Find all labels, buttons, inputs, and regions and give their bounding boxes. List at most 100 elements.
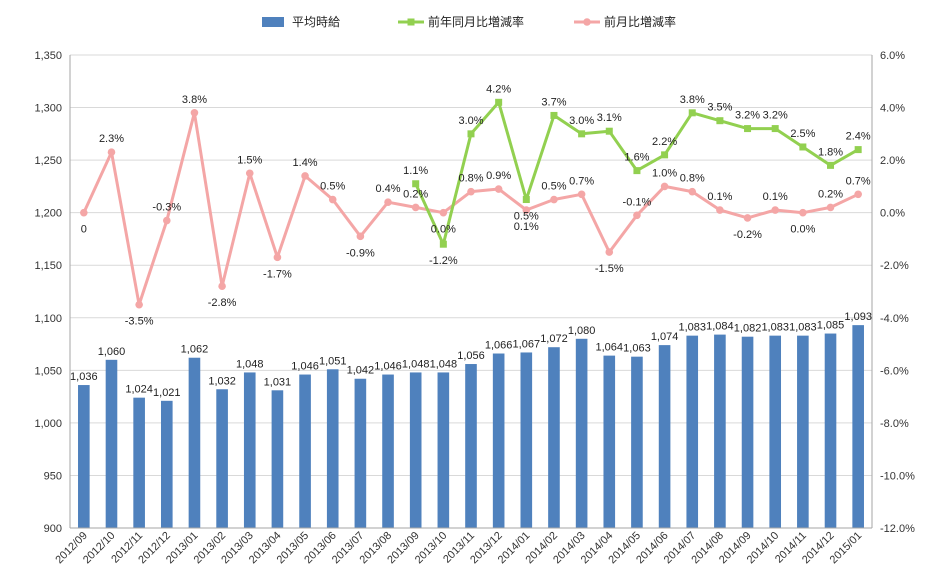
bar [797,335,809,528]
line-value-label: -1.2% [429,255,458,267]
bar-value-label: 1,056 [457,350,485,362]
bar [631,356,643,528]
bar [299,374,311,528]
line-value-label: 0.1% [707,191,732,203]
left-tick-label: 1,300 [34,103,62,115]
square-marker [799,143,807,151]
line-value-label: -0.3% [152,202,181,214]
line-value-label: 0.8% [680,173,705,185]
square-marker [550,111,558,119]
bar [216,389,228,528]
right-tick-label: -12.0% [880,523,915,535]
right-tick-label: -4.0% [880,313,909,325]
square-marker [522,196,530,204]
bar-value-label: 1,062 [181,344,209,356]
bar-value-label: 1,085 [817,320,845,332]
line-value-label: -0.9% [346,247,375,259]
bar [271,390,284,528]
line-value-label: 3.2% [763,110,788,122]
line-value-label: 1.1% [403,165,428,177]
line-value-label: 0.7% [846,175,871,187]
left-tick-label: 1,250 [34,155,62,167]
bar-value-label: 1,074 [651,331,679,343]
line-value-label: 3.0% [569,115,594,127]
line-value-label: 0.5% [514,211,539,223]
circle-marker [577,190,586,199]
bar [354,378,367,528]
bar-value-label: 1,021 [153,387,181,399]
circle-marker [522,206,531,214]
circle-marker [273,253,282,262]
bar-value-label: 1,064 [596,342,624,354]
bar [824,333,837,528]
circle-marker [80,208,88,217]
right-tick-label: 2.0% [880,155,905,167]
line-value-label: 0.5% [320,181,345,193]
bar [326,369,339,528]
circle-marker [743,214,752,222]
square-marker [578,130,586,138]
bar-series [78,325,864,528]
line-value-label: 1.4% [293,157,318,169]
line-value-label: 0.0% [431,224,456,236]
right-tick-label: -10.0% [880,470,915,482]
circle-marker [439,208,448,217]
bar [437,372,450,528]
circle-marker [218,282,226,291]
circle-marker [467,187,475,196]
bar-value-label: 1,082 [734,323,762,335]
bar [133,397,145,528]
circle-marker [190,109,199,117]
bar-value-label: 1,067 [513,338,541,350]
line-value-label: -2.8% [208,297,237,309]
bar [520,352,533,528]
circle-marker [245,169,254,178]
line-value-label: 2.3% [99,133,124,145]
left-tick-label: 1,150 [34,260,62,272]
legend-label: 平均時給 [292,15,340,29]
bar [188,357,201,528]
line-value-label: 0.1% [514,221,539,233]
left-tick-label: 1,000 [34,418,62,430]
legend-swatch-bar [262,17,284,27]
circle-marker [356,232,365,241]
series-line [82,111,859,307]
left-tick-label: 1,200 [34,208,62,220]
gridlines [70,54,872,529]
bar-value-label: 1,024 [125,384,153,396]
bar [78,385,90,528]
square-marker [467,130,475,138]
left-tick-label: 900 [44,523,62,535]
bar [741,336,754,528]
circle-marker [660,182,669,191]
line-value-label: 0.2% [818,188,843,200]
line-value-label: 3.8% [182,94,207,106]
circle-marker [301,172,309,180]
bar [769,335,782,528]
circle-marker [384,198,392,206]
line-value-label: 0.5% [541,181,566,193]
bar-value-label: 1,031 [264,376,292,388]
legend: 平均時給 前年同月比増減率 前月比増減率 [262,14,676,29]
bar-value-label: 1,051 [319,355,347,367]
bar [105,359,118,528]
line-value-label: 2.2% [652,136,677,148]
bar [714,334,726,528]
bar [465,364,477,528]
right-tick-label: 6.0% [880,50,905,62]
square-marker [744,125,752,133]
line-value-label: 0.1% [763,191,788,203]
bar [575,338,588,528]
left-tick-label: 950 [44,470,62,482]
line-value-label: -1.7% [263,268,292,280]
line-value-label: 3.8% [680,94,705,106]
bar [160,400,173,528]
line-value-label: 3.5% [707,102,732,114]
square-marker [827,161,835,169]
bar [852,325,864,528]
line-value-label: 1.8% [818,146,843,158]
line-value-label: 0.0% [790,224,815,236]
circle-marker [135,300,143,309]
circle-marker [411,203,420,212]
bar-value-label: 1,048 [402,358,430,370]
